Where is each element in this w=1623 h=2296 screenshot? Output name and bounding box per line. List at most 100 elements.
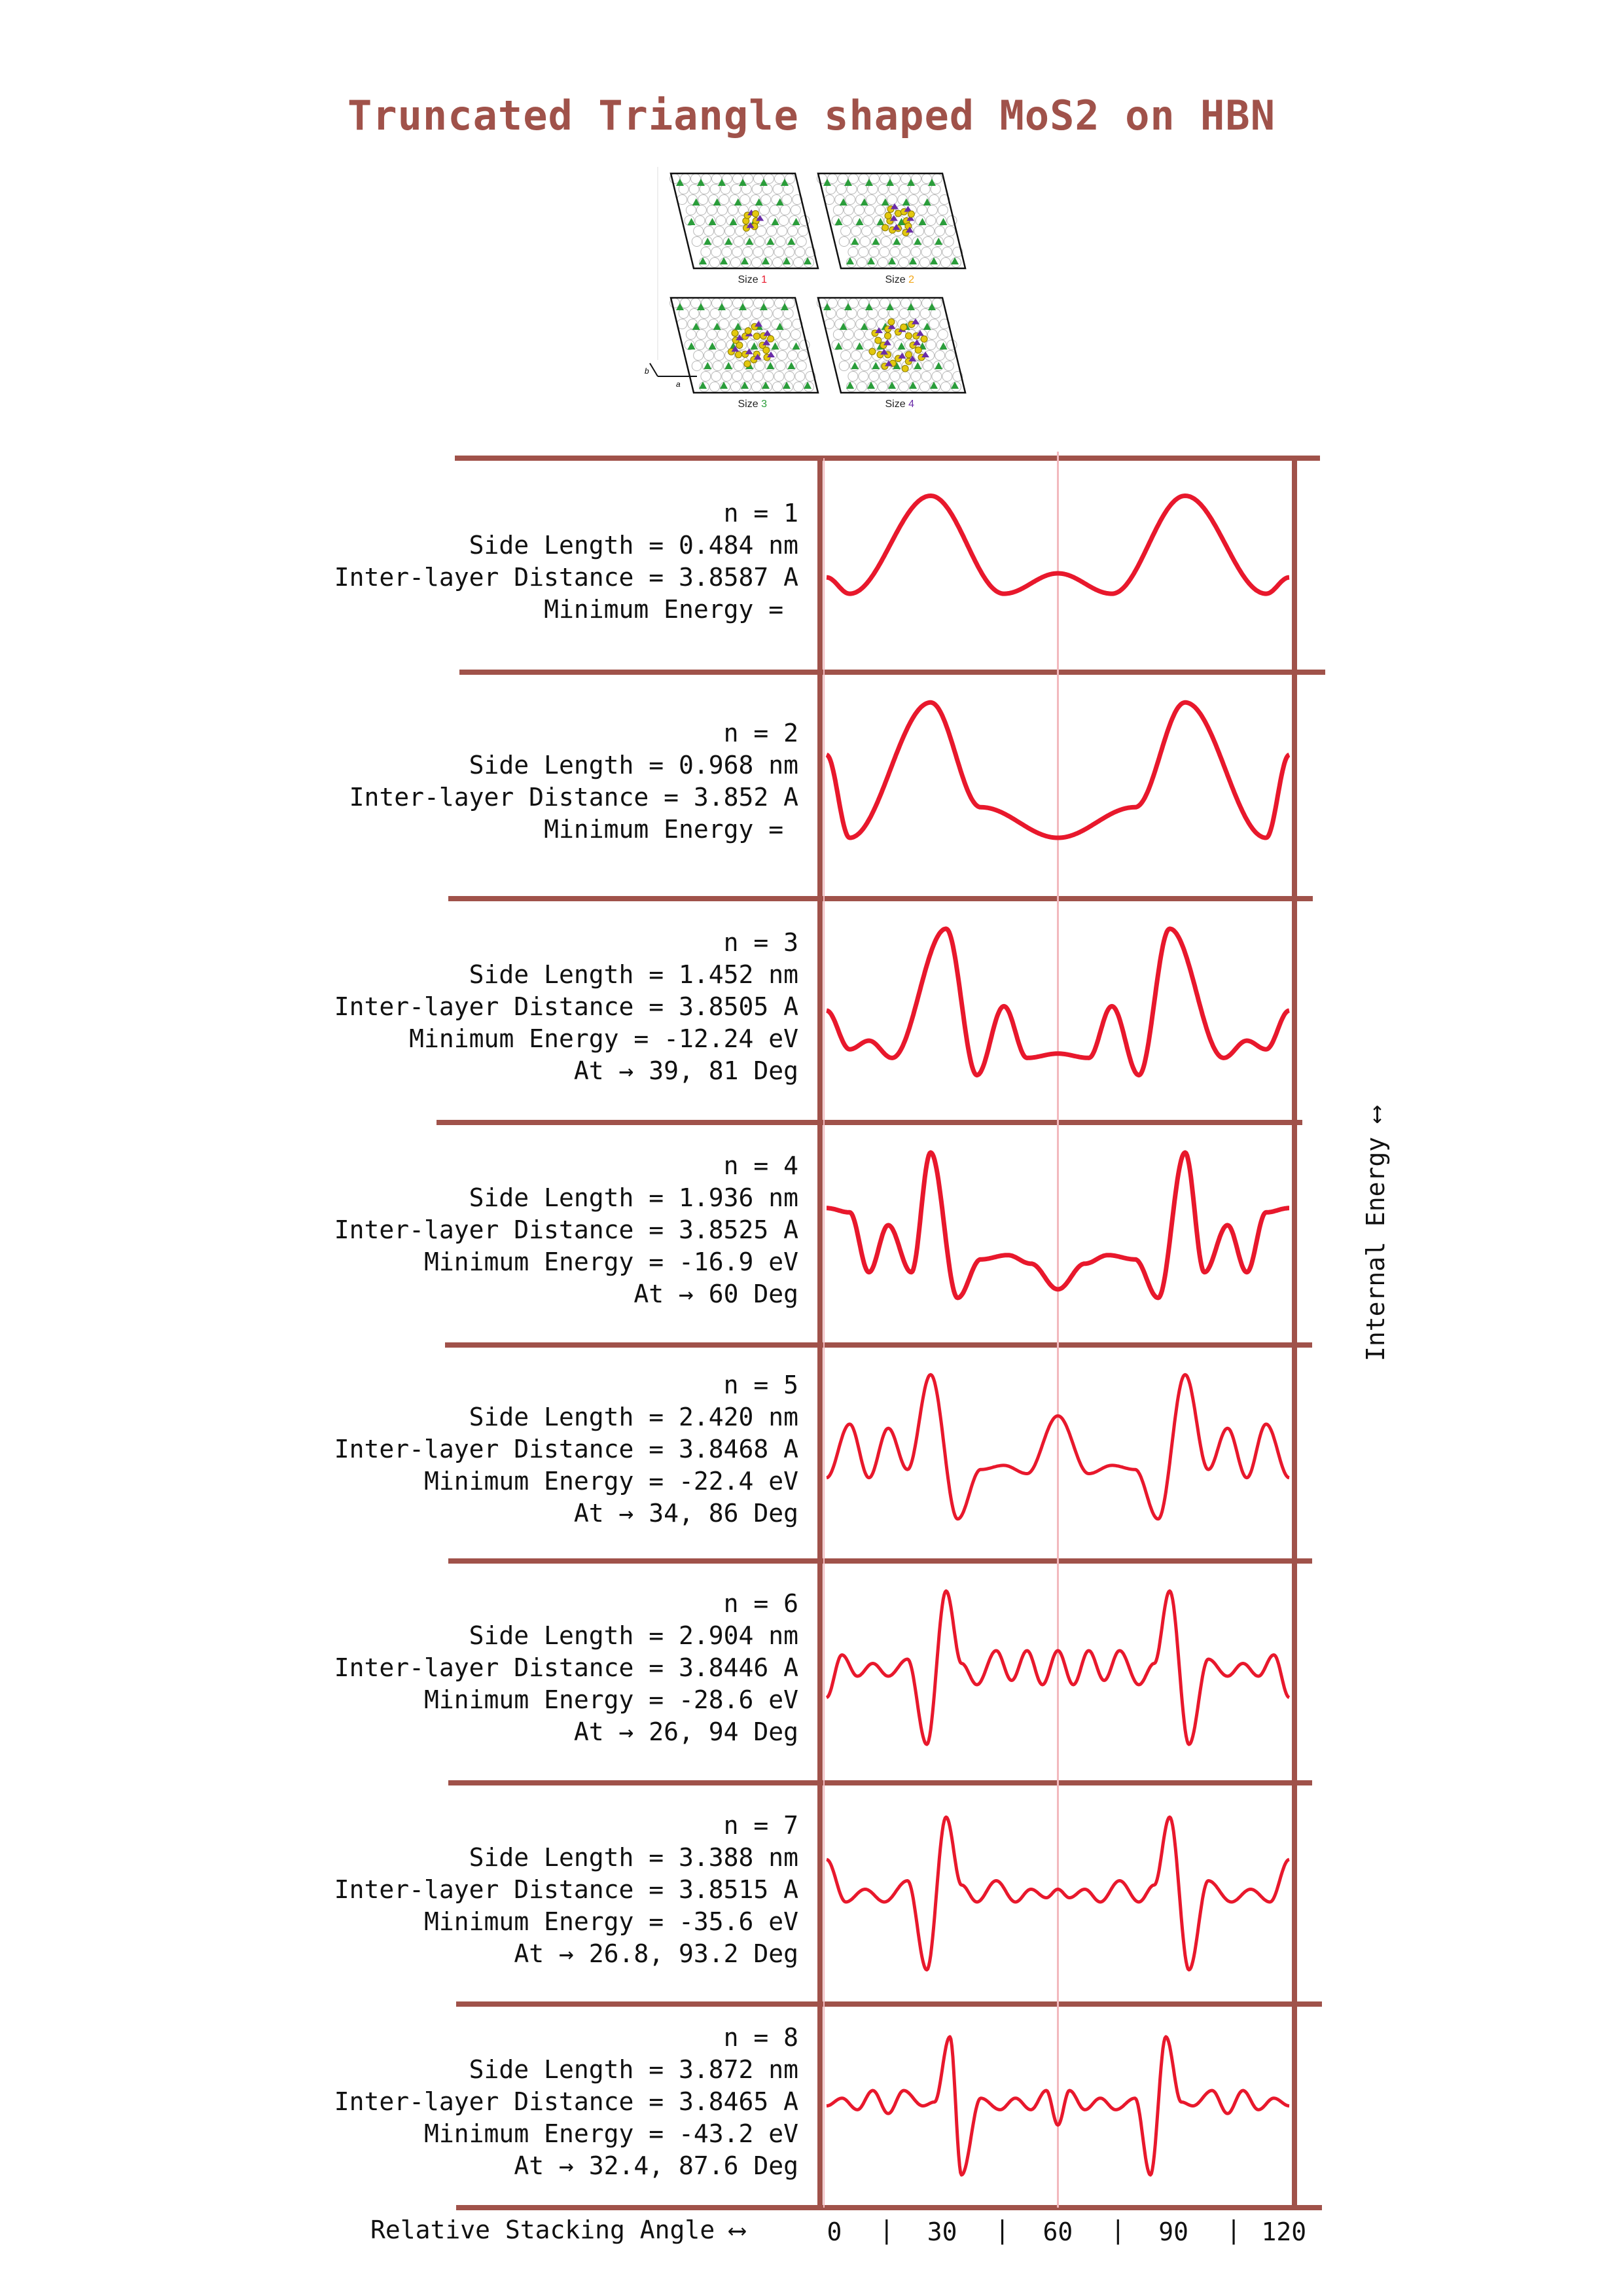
hbn-atom (709, 184, 721, 194)
hbn-atom (678, 308, 689, 319)
n-value: 2 (768, 719, 798, 747)
nitrogen-atom (760, 303, 768, 310)
interlayer-distance-value: 3.852 A (678, 783, 798, 812)
row-n-line: n = 1 (0, 497, 798, 529)
hbn-atom (787, 226, 798, 236)
energy-curve-n3 (825, 926, 1291, 1078)
hbn-atom (908, 194, 919, 205)
at-angle-value: 39, 81 Deg (633, 1056, 798, 1085)
nitrogen-atom (734, 323, 742, 330)
at-angle-label: At → (633, 1279, 694, 1308)
hbn-atom (878, 184, 889, 194)
hbn-atom (857, 382, 867, 392)
nitrogen-atom (888, 382, 896, 389)
interlayer-distance-label: Inter-layer Distance = (334, 2087, 664, 2116)
x-tick-separator: | (1110, 2215, 1126, 2244)
minimum-energy-value: -28.6 eV (664, 1685, 798, 1714)
minimum-energy-value: -16.9 eV (664, 1247, 798, 1276)
nitrogen-atom (708, 342, 717, 350)
hbn-atom (866, 319, 877, 329)
hbn-atom (924, 226, 935, 236)
hbn-atom (832, 329, 844, 340)
nitrogen-atom (851, 362, 859, 369)
sulfur-atom (752, 210, 759, 218)
nitrogen-atom (783, 382, 791, 389)
hbn-atom (751, 257, 762, 268)
nitrogen-atom (939, 342, 948, 350)
nitrogen-atom (930, 257, 938, 264)
hbn-atom (694, 215, 705, 226)
interlayer-distance-value: 3.8515 A (664, 1874, 798, 1904)
hbn-atom (774, 247, 785, 257)
interlayer-distance-label: Inter-layer Distance = (334, 1653, 664, 1682)
side-length-value: 1.452 nm (664, 960, 798, 989)
nitrogen-atom (846, 382, 854, 389)
hbn-atom (872, 226, 883, 236)
nitrogen-atom (844, 303, 852, 310)
nitrogen-atom (846, 257, 854, 264)
interlayer-distance-value: 3.8465 A (664, 2087, 798, 2116)
n-label: n = (723, 1151, 769, 1180)
hbn-atom (699, 308, 710, 319)
nitrogen-atom (834, 342, 843, 350)
row-side-length-line: Side Length = 1.936 nm (0, 1182, 798, 1214)
hbn-atom (706, 205, 717, 215)
x-tick-60: 60 (1043, 2217, 1073, 2246)
row-minimum-energy-line: Minimum Energy = -43.2 eV (0, 2118, 798, 2150)
sulfur-atom (743, 360, 751, 368)
hbn-atom (777, 350, 788, 361)
hbn-atom (688, 184, 700, 194)
hbn-atom (879, 247, 890, 257)
molybdenum-atom (883, 339, 891, 346)
x-tick-90: 90 (1158, 2217, 1189, 2246)
hbn-atom (741, 308, 752, 319)
energy-curve-n8 (826, 2035, 1290, 2177)
nitrogen-atom (739, 303, 747, 310)
energy-curve-n2 (825, 700, 1291, 840)
hbn-atom (787, 350, 798, 361)
x-tick-30: 30 (927, 2217, 957, 2246)
n-value: 1 (768, 498, 798, 528)
hbn-atom (901, 236, 912, 247)
nitrogen-atom (855, 342, 864, 350)
row-interlayer-distance-line: Inter-layer Distance = 3.8465 A (0, 2086, 798, 2118)
molybdenum-atom (916, 330, 925, 336)
hbn-atom (878, 257, 888, 268)
nitrogen-atom (867, 382, 875, 389)
nitrogen-atom (692, 323, 700, 330)
n-value: 8 (768, 2023, 798, 2052)
nitrogen-atom (902, 198, 910, 206)
hbn-atom (863, 215, 874, 226)
hbn-atom (900, 247, 911, 257)
nitrogen-atom (741, 257, 749, 264)
row-n-line: n = 6 (0, 1588, 798, 1620)
hbn-atom (940, 257, 951, 268)
hbn-atom (899, 184, 910, 194)
row-side-length-line: Side Length = 0.484 nm (0, 529, 798, 562)
hbn-atom (910, 247, 921, 257)
row-n-line: n = 5 (0, 1369, 798, 1401)
hbn-atom (888, 184, 899, 194)
at-angle-label: At → (514, 1939, 574, 1968)
interlayer-distance-value: 3.8446 A (664, 1653, 798, 1682)
nitrogen-atom (909, 257, 917, 264)
hbn-atom (691, 236, 702, 247)
minimum-energy-value: -35.6 eV (664, 1907, 798, 1936)
hbn-atom (717, 329, 728, 340)
hbn-atom (859, 361, 870, 371)
nitrogen-atom (776, 323, 784, 330)
page-title: Truncated Triangle shaped MoS2 on HBN (347, 92, 1276, 139)
nitrogen-atom (760, 179, 768, 186)
hbn-atom (775, 236, 786, 247)
row-at-angle-line: At → 32.4, 87.6 Deg (0, 2150, 798, 2182)
interlayer-distance-label: Inter-layer Distance = (334, 992, 664, 1021)
nitrogen-atom (923, 323, 931, 330)
hbn-atom (756, 226, 767, 236)
hbn-atom (889, 371, 901, 382)
nitrogen-atom (872, 238, 880, 245)
hbn-atom (741, 184, 752, 194)
minimum-energy-label: Minimum Energy = (544, 815, 784, 844)
nitrogen-atom (699, 382, 707, 389)
hbn-atom (775, 361, 786, 371)
hbn-atom (709, 257, 720, 268)
